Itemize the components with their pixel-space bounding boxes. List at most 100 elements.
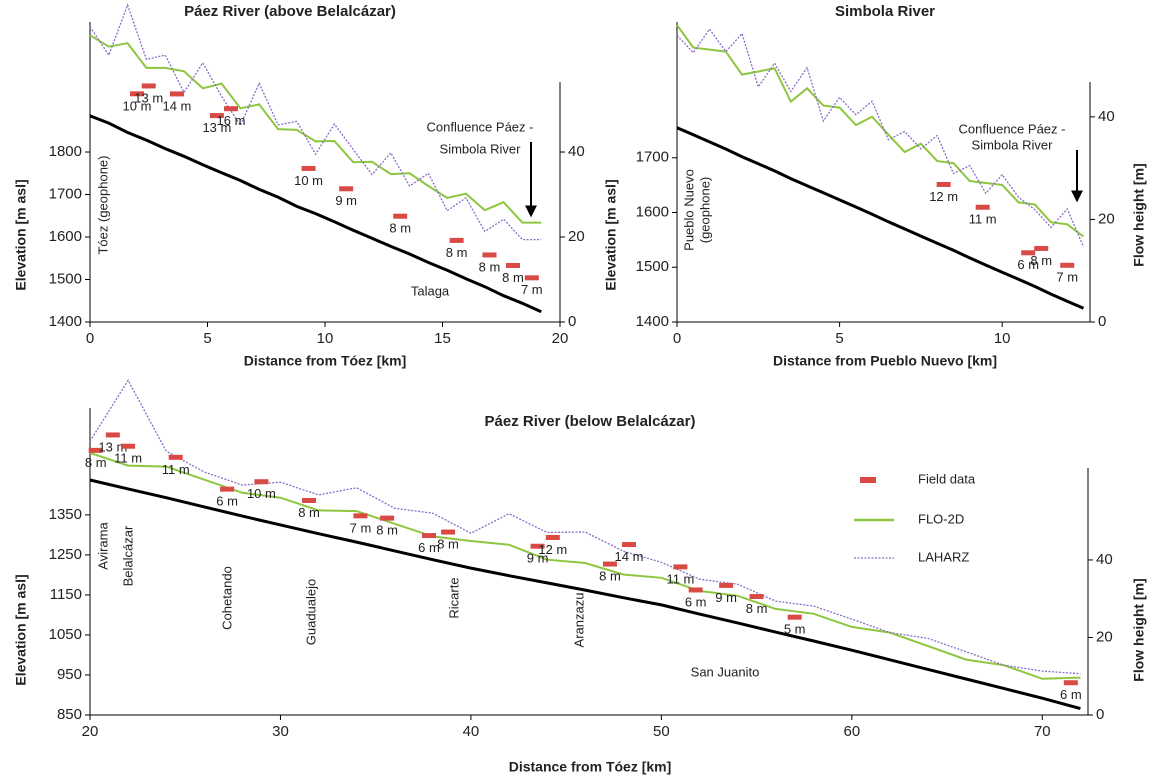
field-label: 14 m	[615, 549, 644, 564]
field-label: 8 m	[599, 568, 621, 583]
field-label: 10 m	[123, 98, 152, 113]
annotation: Avirama	[95, 522, 110, 570]
field-label: 13 m	[134, 90, 163, 105]
annotation: Belalcázar	[120, 525, 135, 586]
field-label: 9 m	[335, 193, 357, 208]
y-tick-label: 950	[57, 666, 82, 683]
x-tick-label: 0	[86, 330, 94, 347]
y-tick-label: 1600	[49, 228, 82, 245]
y2-tick-label: 40	[1096, 551, 1113, 568]
field-label: 8 m	[446, 245, 468, 260]
x-tick-label: 60	[843, 723, 860, 740]
annotation: Guadualejo	[303, 579, 318, 646]
field-label: 11 m	[969, 212, 997, 227]
field-label: 9 m	[715, 590, 737, 605]
y-axis-label: Elevation [m asl]	[13, 574, 29, 685]
legend-label: Field data	[918, 471, 976, 486]
annotation: Simbola River	[972, 137, 1054, 152]
annotation: Cohetando	[219, 566, 234, 630]
legend-label: FLO-2D	[918, 511, 964, 526]
y2-tick-label: 20	[1096, 628, 1113, 645]
field-label: 6 m	[216, 494, 238, 509]
field-mark	[1021, 250, 1036, 256]
annotation: Confluence Páez -	[959, 121, 1066, 136]
ground-line	[676, 126, 1085, 310]
annotation: Tóez (geophone)	[95, 155, 110, 254]
y2-tick-label: 0	[1098, 313, 1106, 330]
field-mark	[220, 486, 235, 492]
y-tick-label: 850	[57, 706, 82, 723]
annotation: Simbola River	[440, 141, 522, 156]
field-mark	[673, 564, 688, 570]
chart-title: Páez River (below Belalcázar)	[485, 413, 696, 430]
field-mark	[422, 533, 437, 539]
annotation: (geophone)	[697, 177, 712, 244]
field-mark	[688, 587, 703, 593]
ground-line	[89, 478, 1081, 711]
field-label: 12 m	[538, 542, 567, 557]
field-mark	[787, 614, 802, 620]
field-label: 11 m	[114, 451, 142, 466]
chart-title: Simbola River	[835, 3, 935, 20]
field-mark	[380, 515, 395, 521]
field-label: 6 m	[685, 594, 707, 609]
field-label: 11 m	[162, 462, 190, 477]
x-axis-label: Distance from Pueblo Nuevo [km]	[773, 353, 997, 369]
field-label: 14 m	[162, 98, 191, 113]
x-tick-label: 5	[835, 330, 843, 347]
y2-tick-label: 40	[568, 143, 585, 160]
field-label: 7 m	[350, 520, 372, 535]
field-mark	[449, 237, 464, 243]
field-label: 8 m	[376, 523, 398, 538]
field-mark	[1063, 680, 1078, 686]
field-mark	[339, 186, 354, 192]
field-mark	[1034, 245, 1049, 251]
y2-tick-label: 20	[1098, 210, 1115, 227]
y-tick-label: 1600	[636, 203, 669, 220]
legend-swatch	[860, 477, 876, 483]
annotation: Confluence Páez -	[427, 119, 534, 134]
annotation: Pueblo Nuevo	[681, 169, 696, 251]
field-mark	[441, 529, 456, 535]
field-mark	[168, 454, 183, 460]
y-tick-label: 1250	[49, 546, 82, 563]
field-mark	[530, 543, 545, 549]
field-mark	[353, 513, 368, 519]
field-mark	[482, 252, 497, 258]
y-tick-label: 1400	[49, 313, 82, 330]
field-label: 8 m	[479, 259, 501, 274]
y-tick-label: 1350	[49, 506, 82, 523]
annotation: Ricarte	[446, 577, 461, 618]
y-tick-label: 1800	[49, 143, 82, 160]
field-mark	[254, 479, 269, 485]
field-label: 8 m	[389, 221, 411, 236]
field-mark	[621, 542, 636, 548]
y2-tick-label: 0	[568, 313, 576, 330]
y2-axis-label: Flow height [m]	[1131, 163, 1147, 266]
field-label: 10 m	[247, 486, 276, 501]
x-axis-label: Distance from Tóez [km]	[244, 353, 407, 369]
y2-axis-label: Flow height [m]	[1131, 578, 1147, 681]
field-mark	[301, 165, 316, 171]
field-label: 9 m	[527, 551, 549, 566]
x-tick-label: 20	[552, 330, 569, 347]
y-axis-label: Elevation [m asl]	[603, 179, 619, 290]
annotation: Talaga	[411, 283, 450, 298]
annotation: San Juanito	[691, 664, 760, 679]
field-label: 13 m	[98, 439, 127, 454]
field-label: 13 m	[202, 120, 231, 135]
x-tick-label: 5	[203, 330, 211, 347]
y2-tick-label: 0	[1096, 706, 1104, 723]
x-tick-label: 70	[1034, 723, 1051, 740]
field-mark	[209, 113, 224, 119]
y2-tick-label: 20	[568, 228, 585, 245]
y-tick-label: 1050	[49, 626, 82, 643]
flo2d-line	[89, 34, 542, 224]
field-mark	[169, 91, 184, 97]
field-label: 6 m	[1017, 257, 1039, 272]
y2-tick-label: 40	[1098, 108, 1115, 125]
field-mark	[105, 432, 120, 438]
x-tick-label: 15	[434, 330, 451, 347]
x-tick-label: 10	[317, 330, 334, 347]
